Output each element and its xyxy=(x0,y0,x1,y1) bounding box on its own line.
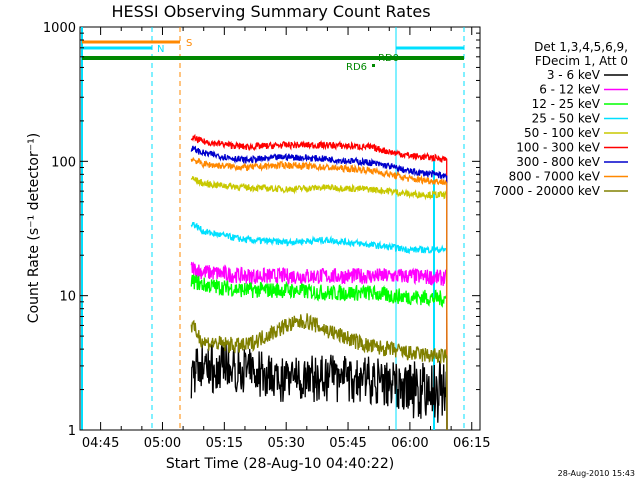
legend-item-label: 12 - 25 keV xyxy=(532,97,601,111)
x-tick-labels: 04:45 05:00 05:15 05:30 05:45 06:00 06:15 xyxy=(82,436,491,451)
x-tick-label: 05:00 xyxy=(144,436,181,451)
footer-timestamp: 28-Aug-2010 15:43 xyxy=(558,469,635,478)
series-line xyxy=(190,176,448,431)
plot-area: S N RD0 RD6 xyxy=(79,26,481,431)
y-tick-label: 10 xyxy=(59,290,76,305)
saa-flag-label: S xyxy=(186,38,192,49)
series-line xyxy=(190,221,448,431)
series-line xyxy=(190,145,448,431)
rd6-flag-label: RD6 xyxy=(346,62,367,73)
legend-item-label: 100 - 300 keV xyxy=(516,141,600,155)
y-tick-labels: 1 10 100 1000 xyxy=(43,21,76,439)
legend-header-line: Det 1,3,4,5,6,9, xyxy=(534,40,628,54)
legend-item-label: 300 - 800 keV xyxy=(516,155,600,169)
series-line xyxy=(190,133,448,431)
series-line xyxy=(190,156,448,431)
x-tick-label: 06:15 xyxy=(453,436,490,451)
legend-item-label: 800 - 7000 keV xyxy=(509,170,601,184)
night-flag-label: N xyxy=(157,44,164,55)
rd6-flag-marker xyxy=(372,64,375,67)
x-tick-label: 05:15 xyxy=(206,436,243,451)
x-axis-title: Start Time (28-Aug-10 04:40:22) xyxy=(166,456,394,472)
chart-title: HESSI Observing Summary Count Rates xyxy=(111,2,430,21)
x-tick-label: 05:45 xyxy=(329,436,366,451)
legend-item-label: 7000 - 20000 keV xyxy=(493,184,600,198)
legend-item-label: 6 - 12 keV xyxy=(539,83,601,97)
x-tick-label: 05:30 xyxy=(267,436,304,451)
y-axis-title: Count Rate (s⁻¹ detector⁻¹) xyxy=(26,133,42,323)
series-line xyxy=(190,274,448,431)
plot-frame xyxy=(79,26,481,431)
series-line xyxy=(190,313,448,431)
legend: Det 1,3,4,5,6,9, FDecim 1, Att 0 3 - 6 k… xyxy=(493,40,628,198)
x-tick-label: 04:45 xyxy=(82,436,119,451)
series-layer xyxy=(190,133,448,431)
y-tick-label: 100 xyxy=(51,155,76,170)
rd0-flag-label: RD0 xyxy=(378,53,399,64)
y-tick-label: 1 xyxy=(68,424,76,439)
legend-item-label: 25 - 50 keV xyxy=(532,112,601,126)
x-tick-label: 06:00 xyxy=(391,436,428,451)
y-tick-label: 1000 xyxy=(43,21,76,36)
legend-item-label: 50 - 100 keV xyxy=(524,126,601,140)
legend-item-label: 3 - 6 keV xyxy=(547,68,601,82)
legend-header-line: FDecim 1, Att 0 xyxy=(535,54,628,68)
series-line xyxy=(190,261,448,431)
axis-ticks xyxy=(79,27,480,431)
